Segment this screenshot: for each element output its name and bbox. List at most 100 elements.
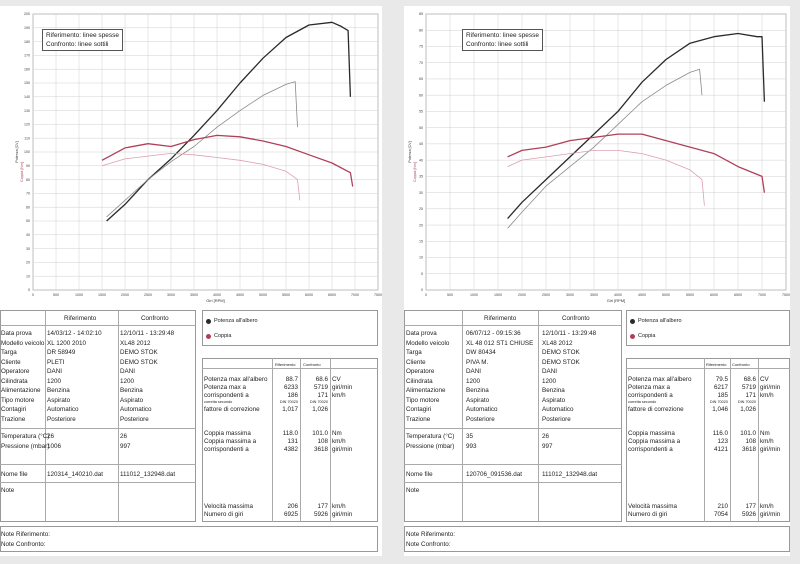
- y-tick-label: 0: [28, 288, 30, 292]
- y-tick-label: 0: [421, 288, 423, 292]
- y-tick-label: 90: [26, 164, 30, 168]
- divider: [404, 428, 622, 429]
- x-tick-label: 3000: [566, 293, 574, 297]
- divider: [0, 482, 196, 483]
- info-cmp: Benzina: [542, 387, 565, 394]
- info-cmp: Posteriore: [120, 415, 149, 423]
- info-cmp: XL48 2012: [120, 339, 151, 347]
- x-tick-label: 5000: [662, 293, 670, 297]
- info-ref: Automatico: [466, 406, 498, 413]
- notes-box: [0, 526, 378, 552]
- file-ref: 120314_140210.dat: [47, 471, 104, 478]
- power-legend-label: Potenza all'albero: [214, 318, 258, 324]
- power-legend-swatch: [206, 319, 211, 324]
- x-tick-label: 0: [425, 293, 427, 297]
- info-label: Cilindrata: [1, 377, 28, 385]
- legend-box-line-2: Confronto: linee sottili: [46, 41, 109, 48]
- x-tick-label: 1500: [494, 293, 502, 297]
- x-tick-label: 2500: [144, 293, 152, 297]
- info-ref: XL 1200 2010: [47, 339, 86, 347]
- result-pmax-kmh-label: corrispondenti a: [628, 392, 673, 399]
- info-label: Modello veicolo: [1, 339, 45, 347]
- divider: [538, 310, 539, 522]
- result-tmax-kmh-label: Coppia massima a: [628, 438, 681, 445]
- torque-legend-swatch: [630, 334, 635, 339]
- result-corr-ref: DIN 70020: [709, 400, 728, 404]
- info-ref: Aspirato: [47, 396, 71, 404]
- x-tick-label: 5500: [282, 293, 290, 297]
- info-cmp: 12/10/11 - 13:29:48: [120, 330, 175, 337]
- y-tick-label: 40: [26, 233, 30, 237]
- series-line-2: [507, 133, 766, 193]
- info-label: Tipo motore: [1, 396, 35, 404]
- result-revs-cmp: 5926: [313, 511, 328, 518]
- result-corr-label: corretta secondo: [628, 400, 657, 404]
- results-header-confronto: Confronto: [303, 362, 321, 367]
- result-pmax-kmh-unit: km/h: [760, 392, 774, 399]
- result-speed-unit: km/h: [760, 503, 774, 510]
- info-label: Alimentazione: [1, 387, 41, 394]
- info-ref: 1200: [47, 377, 62, 385]
- info-ref: Aspirato: [466, 396, 490, 404]
- pressure-cmp: 997: [542, 443, 553, 450]
- info-table: [404, 310, 622, 522]
- result-corr-cmp: DIN 70020: [309, 400, 328, 404]
- result-tmax-rpm-label: corrispondenti a: [204, 446, 249, 453]
- result-factor-cmp: 1,026: [740, 406, 756, 413]
- divider: [0, 428, 196, 429]
- divider: [626, 368, 790, 369]
- x-tick-label: 7500: [782, 293, 790, 297]
- y-tick-label: 70: [26, 192, 30, 196]
- results-header-riferimento: Riferimento: [275, 362, 296, 367]
- result-torque-cmp: 101.0: [312, 430, 328, 437]
- result-pmax-kmh-ref: 185: [717, 392, 728, 399]
- x-tick-label: 2500: [542, 293, 550, 297]
- note-ref-label: Note Riferimento:: [1, 531, 50, 538]
- divider: [202, 368, 378, 369]
- info-cmp: DEMO STOK: [120, 358, 158, 366]
- result-revs-label: Numero di giri: [628, 511, 668, 518]
- dyno-sheet-left: 0 500 1000 1500 2000 2500 3000 3500 4000 4500 5000…: [0, 6, 382, 556]
- y-tick-label: 35: [419, 175, 423, 179]
- info-ref: PLETI: [47, 358, 65, 366]
- info-ref: XL 48 012 ST1 CHIUSE: [466, 339, 534, 347]
- result-tmax-kmh-cmp: 108: [317, 438, 328, 445]
- results-header-riferimento: Riferimento: [706, 362, 727, 367]
- temp-ref: 35: [466, 433, 474, 440]
- x-axis-label: Giri [RPM]: [607, 298, 625, 303]
- result-revs-ref: 7054: [713, 511, 728, 518]
- legend-box: Riferimento: linee spesse Confronto: lin…: [462, 29, 543, 51]
- pressure-label: Pressione (mbar): [1, 443, 50, 450]
- info-ref: Benzina: [466, 387, 489, 394]
- result-speed-label: Velocità massima: [628, 503, 677, 510]
- x-tick-label: 7000: [758, 293, 766, 297]
- header-riferimento: Riferimento: [484, 315, 517, 322]
- note-ref-label: Note Riferimento:: [406, 531, 455, 538]
- info-cmp: Aspirato: [542, 396, 566, 404]
- x-tick-label: 6000: [710, 293, 718, 297]
- info-label: Targa: [1, 349, 17, 356]
- y-tick-label: 15: [419, 239, 423, 243]
- series-line-1: [507, 68, 703, 229]
- info-cmp: XL48 2012: [542, 339, 573, 347]
- result-tmax-kmh-unit: km/h: [760, 438, 774, 445]
- y-tick-label: 20: [26, 261, 30, 265]
- x-tick-label: 2000: [121, 293, 129, 297]
- y-tick-label: 160: [24, 67, 30, 71]
- result-speed-ref: 210: [717, 503, 728, 510]
- result-power-unit: CV: [332, 376, 341, 383]
- info-label: Contagiri: [1, 406, 27, 413]
- result-speed-ref: 206: [287, 503, 298, 510]
- series-line-2: [101, 134, 354, 187]
- info-label: Cliente: [406, 358, 426, 366]
- result-speed-cmp: 177: [317, 503, 328, 510]
- divider: [118, 310, 119, 522]
- result-tmax-kmh-cmp: 108: [745, 438, 756, 445]
- result-power-ref: 79.5: [715, 376, 728, 383]
- info-cmp: Aspirato: [120, 396, 144, 404]
- temp-ref: 26: [47, 433, 55, 440]
- divider: [0, 325, 196, 326]
- divider: [404, 482, 622, 483]
- y-tick-label: 190: [24, 26, 30, 30]
- info-cmp: Benzina: [120, 387, 143, 394]
